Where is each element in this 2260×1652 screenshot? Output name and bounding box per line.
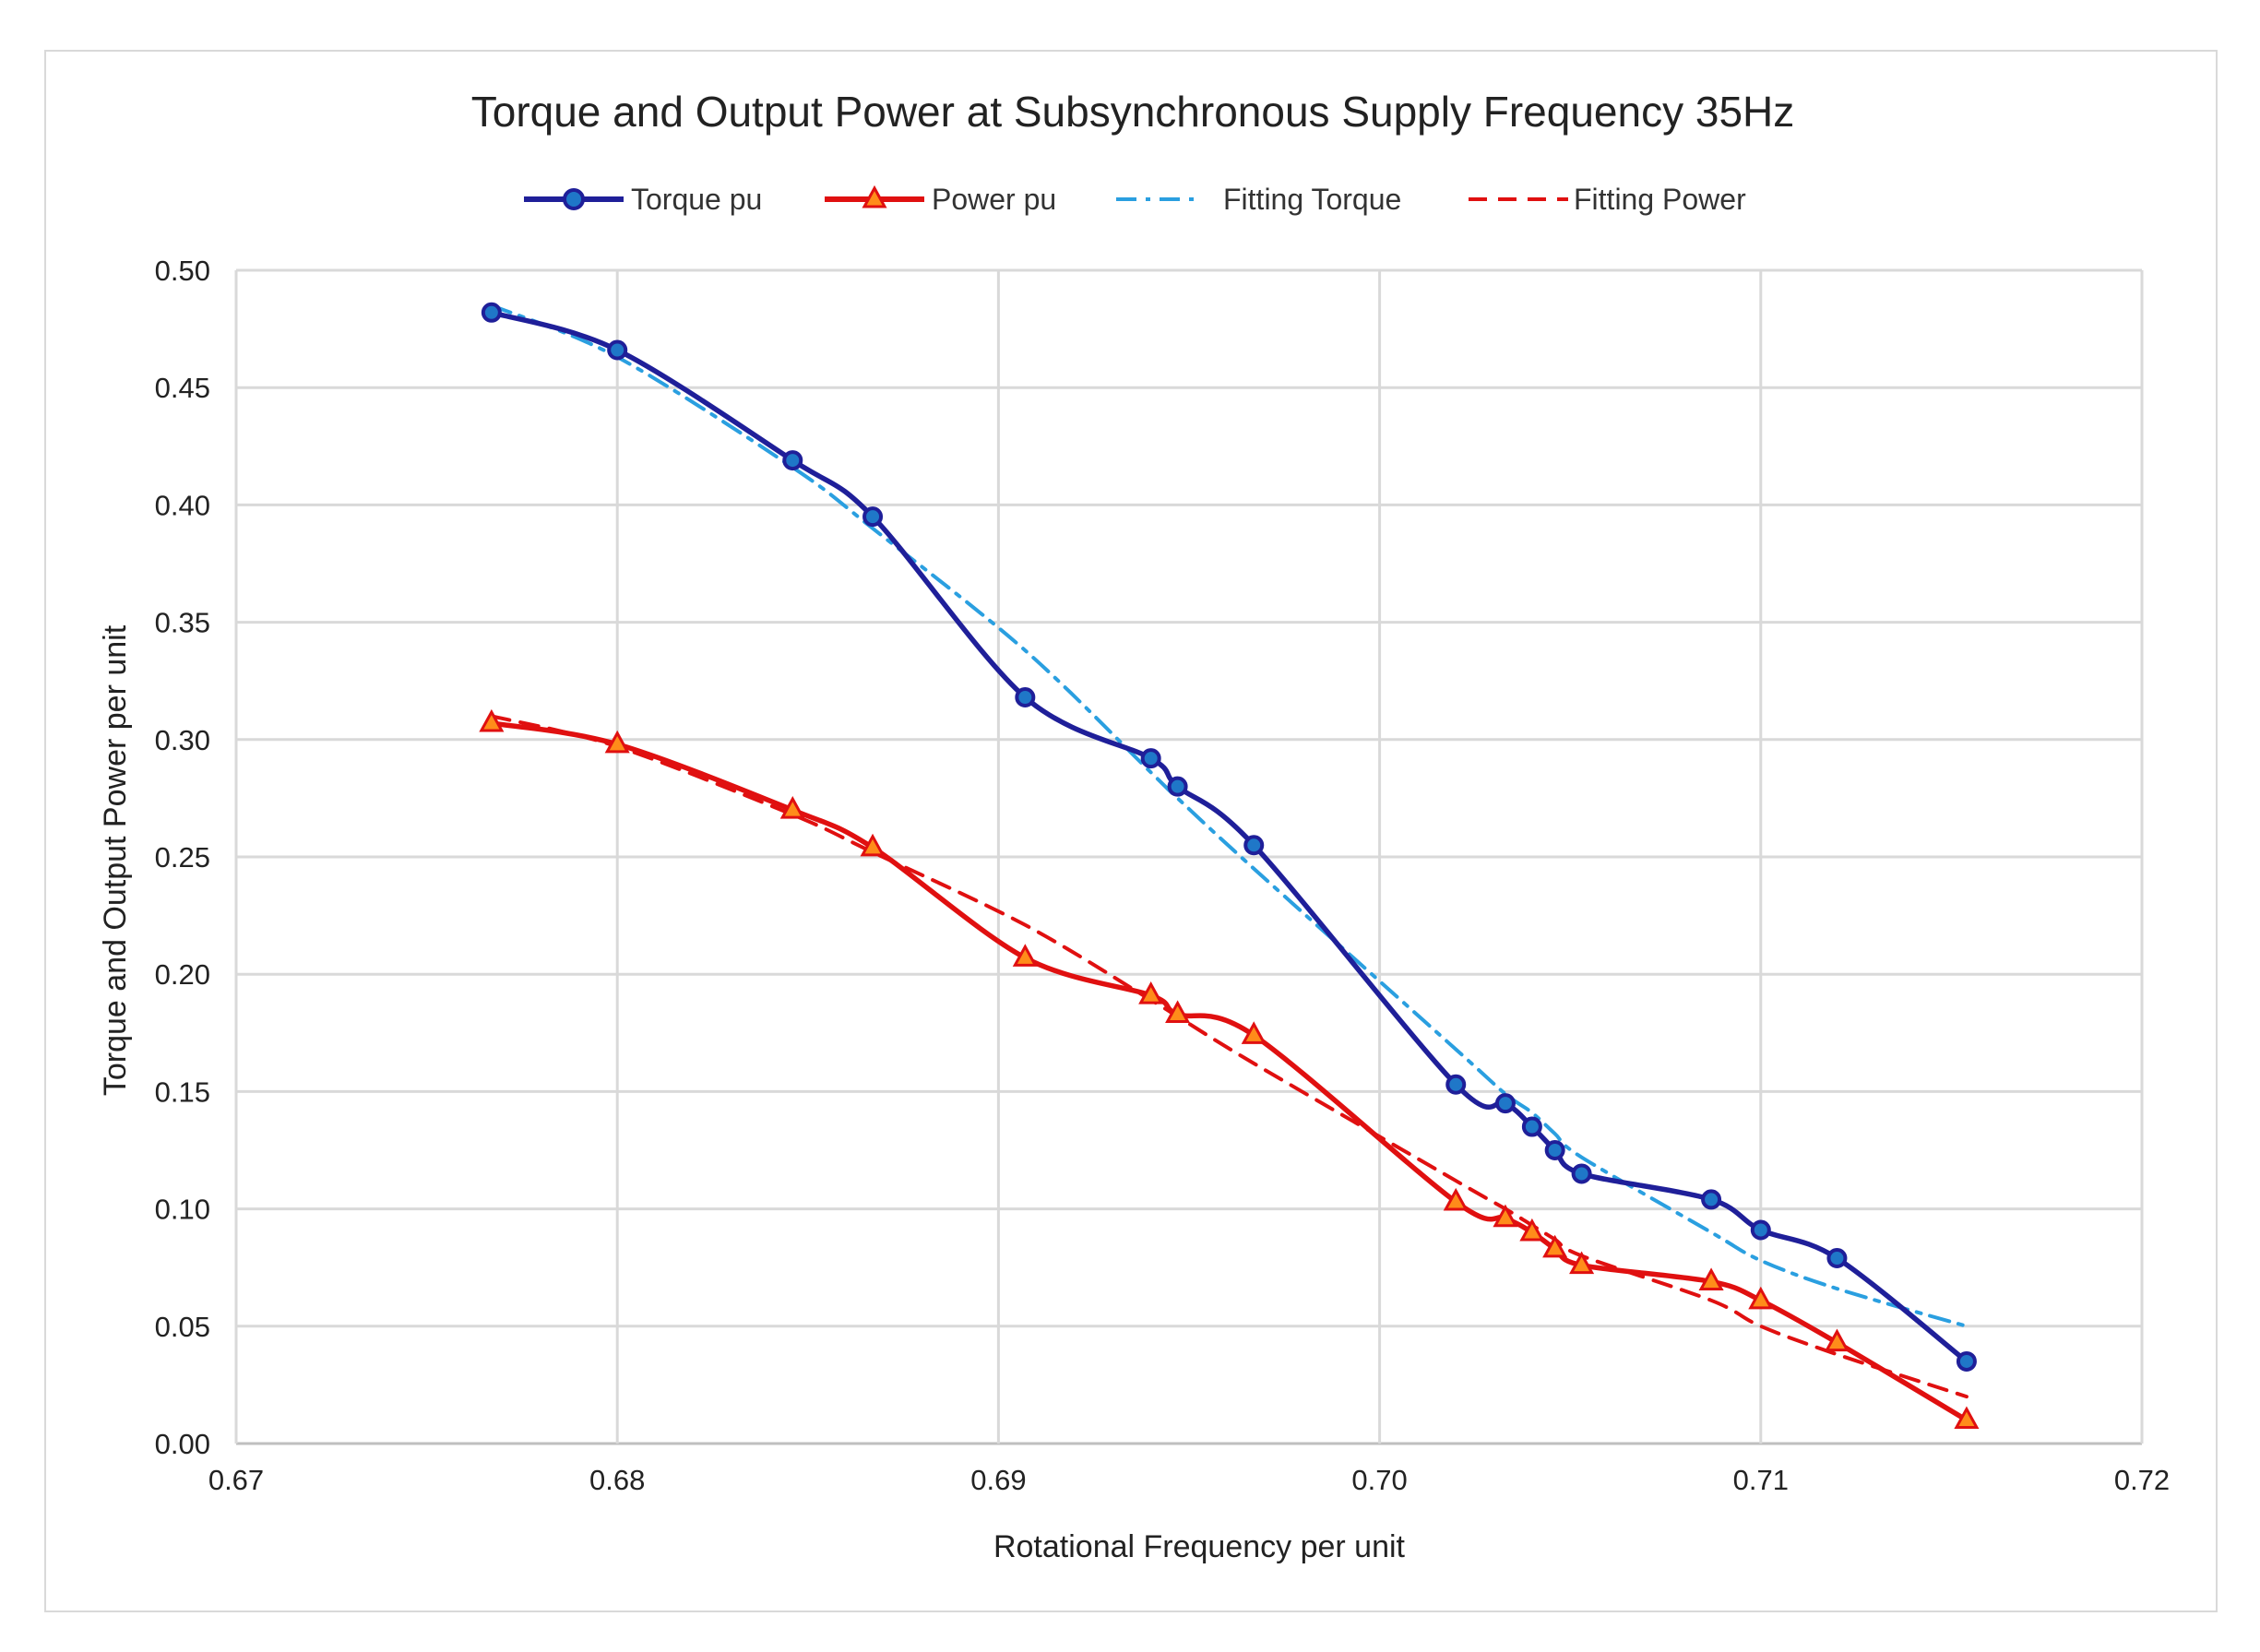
power-point: [1138, 981, 1164, 1004]
legend-marker-torque: [563, 188, 585, 210]
power-point: [1165, 1000, 1191, 1023]
power-point: [1012, 944, 1038, 967]
chart-title: Torque and Output Power at Subsynchronou…: [471, 88, 1795, 136]
legend-label-torque: Torque pu: [631, 183, 762, 216]
legend: Torque pu Power pu Fitting Torque Fittin…: [524, 183, 1746, 216]
power-point: [1569, 1251, 1595, 1275]
y-tick-label: 0.05: [155, 1311, 210, 1343]
torque-point: [1494, 1093, 1516, 1114]
torque-point: [1167, 776, 1188, 797]
series-line-torque-pu: [489, 310, 1969, 1364]
series-line-fitting-power: [489, 714, 1969, 1399]
power-point: [1443, 1187, 1469, 1211]
x-tick-label: 0.71: [1733, 1464, 1789, 1496]
y-tick-labels: 0.00 0.05 0.10 0.15 0.20 0.25 0.30 0.35 0.40 0.45…: [155, 255, 210, 1460]
torque-point: [1826, 1248, 1848, 1269]
x-tick-label: 0.72: [2114, 1464, 2170, 1496]
torque-point: [481, 302, 502, 323]
y-tick-label: 0.15: [155, 1076, 210, 1108]
power-point: [779, 796, 805, 819]
power-point: [1241, 1021, 1267, 1044]
torque-point: [1544, 1140, 1565, 1160]
legend-marker-power: [862, 184, 887, 208]
torque-point: [1445, 1074, 1467, 1095]
power-point: [860, 833, 886, 857]
y-tick-label: 0.20: [155, 958, 210, 991]
x-tick-label: 0.67: [208, 1464, 264, 1496]
y-tick-label: 0.45: [155, 372, 210, 404]
x-tick-label: 0.69: [970, 1464, 1026, 1496]
y-tick-label: 0.35: [155, 607, 210, 639]
torque-point: [1140, 748, 1161, 769]
y-axis-title: Torque and Output Power per unit: [98, 624, 133, 1096]
torque-point: [782, 450, 803, 471]
torque-point: [862, 506, 884, 528]
series-line-power-pu: [489, 720, 1969, 1423]
torque-point: [1571, 1163, 1592, 1184]
torque-point: [1956, 1350, 1977, 1372]
power-point: [604, 730, 630, 754]
y-tick-label: 0.40: [155, 489, 210, 521]
y-tick-label: 0.00: [155, 1428, 210, 1460]
torque-point: [1521, 1116, 1542, 1137]
y-tick-label: 0.25: [155, 841, 210, 874]
legend-label-fitting-power: Fitting Power: [1574, 183, 1746, 216]
power-point: [1493, 1204, 1518, 1228]
power-point: [1519, 1218, 1545, 1242]
series-layer: [479, 302, 1980, 1430]
y-tick-label: 0.50: [155, 255, 210, 287]
y-tick-label: 0.10: [155, 1194, 210, 1226]
x-tick-label: 0.70: [1351, 1464, 1407, 1496]
series-line-fitting-torque: [489, 303, 1969, 1328]
power-point: [1698, 1267, 1724, 1290]
torque-point: [1015, 687, 1036, 708]
torque-point: [1750, 1219, 1771, 1241]
power-point: [1542, 1234, 1568, 1258]
torque-point: [607, 339, 628, 361]
x-axis-title: Rotational Frequency per unit: [993, 1529, 1406, 1564]
torque-point: [1701, 1189, 1722, 1210]
torque-point: [1243, 835, 1265, 856]
x-tick-labels: 0.67 0.68 0.69 0.70 0.71 0.72: [208, 1464, 2170, 1496]
legend-label-fitting-torque: Fitting Torque: [1223, 183, 1401, 216]
power-point: [1954, 1406, 1980, 1430]
power-point: [1824, 1328, 1850, 1352]
y-tick-label: 0.30: [155, 724, 210, 756]
power-point: [1748, 1286, 1774, 1310]
x-tick-label: 0.68: [589, 1464, 645, 1496]
grid-layer: [234, 268, 2144, 1445]
legend-label-power: Power pu: [932, 183, 1056, 216]
power-point: [479, 708, 505, 732]
